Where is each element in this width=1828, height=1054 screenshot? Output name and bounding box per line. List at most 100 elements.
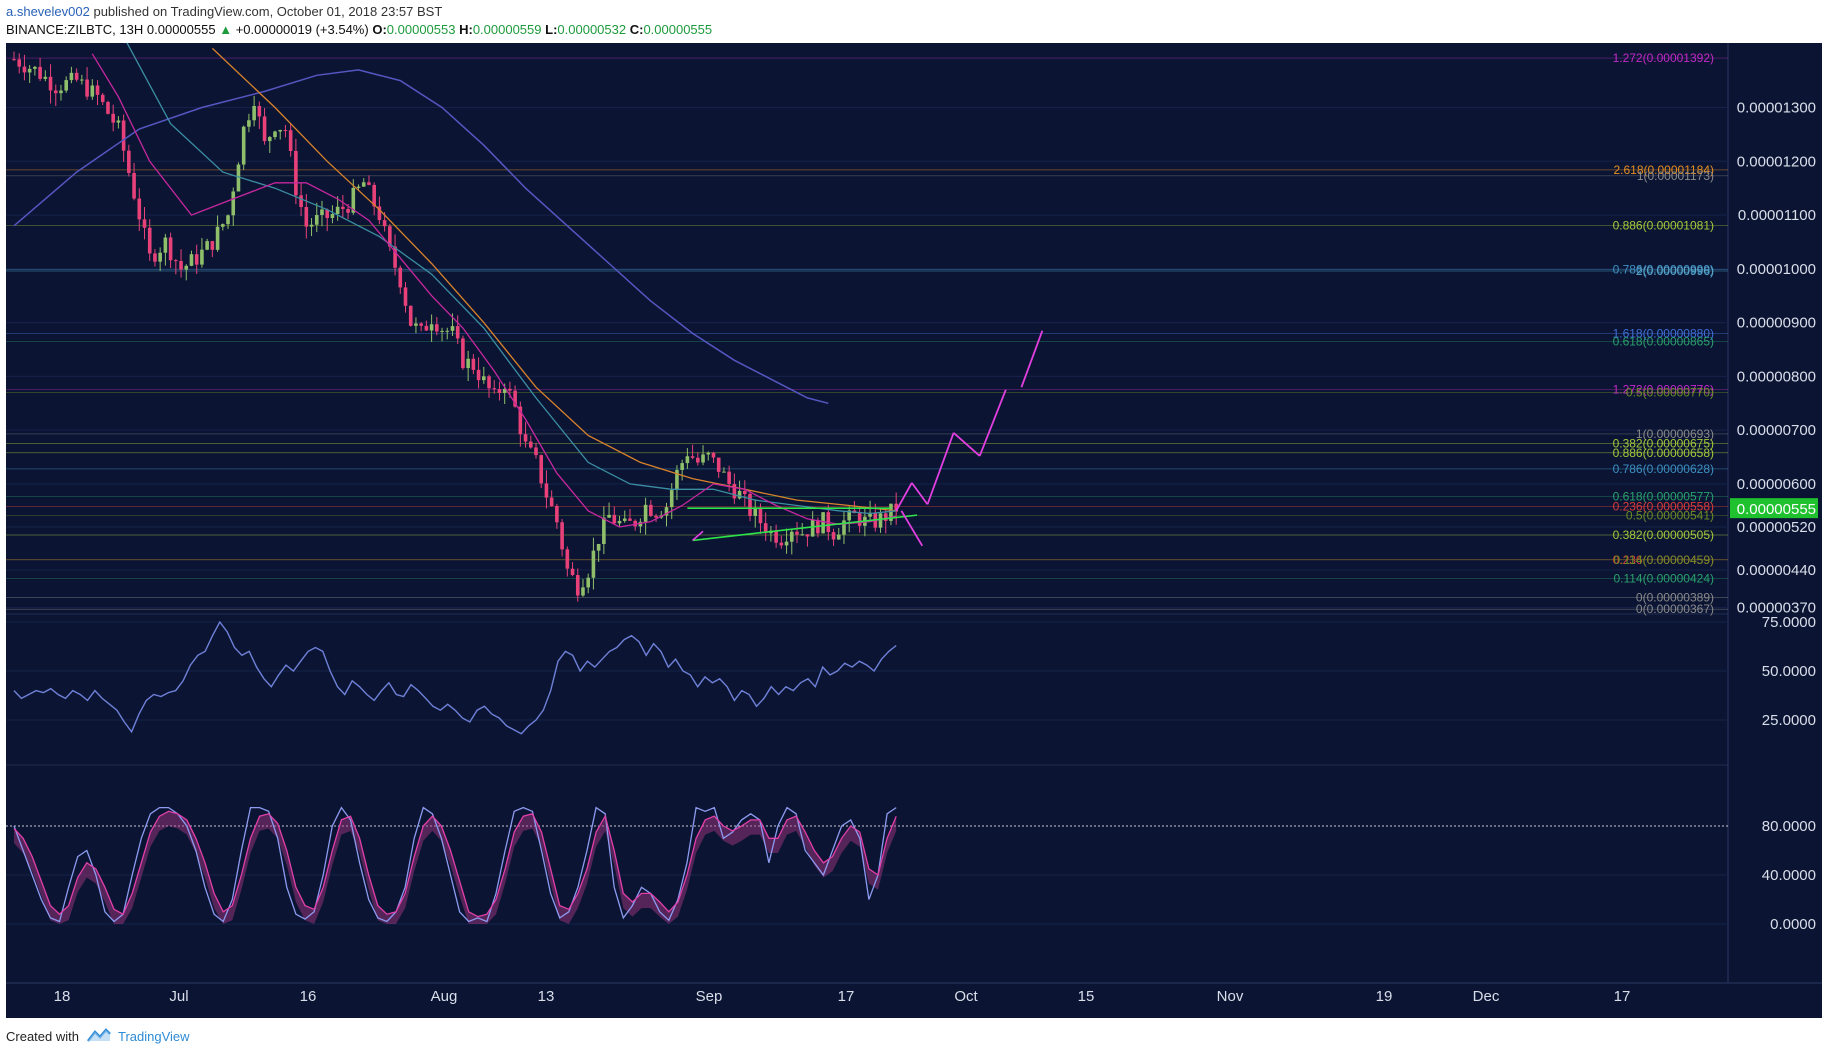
candle-body <box>424 325 429 331</box>
candle-body <box>95 85 100 95</box>
chart-area[interactable]: 1.272(0.00001392) 2.618(0.00001184) 1(0.00… <box>6 43 1822 1018</box>
candle-body <box>779 542 784 546</box>
candle-body <box>602 517 606 544</box>
low-value: 0.00000532 <box>557 22 627 37</box>
candle-body <box>565 549 570 569</box>
projection-segment <box>953 432 981 457</box>
published-text: published on TradingView.com, October 01… <box>93 4 443 19</box>
candle-body <box>283 130 288 132</box>
candle-body <box>69 72 74 81</box>
candle-body <box>591 550 596 578</box>
fib-level-label: 0.382(0.00000505) <box>1613 528 1714 542</box>
ma-teal-line <box>126 43 897 515</box>
time-tick-label: Sep <box>696 988 723 1005</box>
candle-body <box>732 484 737 499</box>
candle-body <box>675 469 679 491</box>
fib-level-label: 0(0.00000389) <box>1636 590 1714 604</box>
candle-body <box>622 518 627 521</box>
candle-body <box>48 76 53 91</box>
candle-body <box>158 252 162 262</box>
candle-body <box>74 72 79 80</box>
price-tick-label: 0.00000440 <box>1737 562 1816 579</box>
publish-line: a.shevelev002 published on TradingView.c… <box>6 4 442 19</box>
candle-body <box>706 452 711 455</box>
candle-body <box>649 504 653 516</box>
candle-body <box>121 120 126 151</box>
candle-body <box>194 254 199 265</box>
time-tick-label: 16 <box>300 988 317 1005</box>
price-tick-label: 0.00001200 <box>1737 153 1816 170</box>
time-tick-label: Oct <box>954 988 978 1005</box>
candle-body <box>314 215 319 225</box>
ma-fast-line <box>14 75 896 575</box>
candle-body <box>356 186 361 188</box>
last-price-badge <box>1730 498 1818 519</box>
candle-body <box>179 260 183 270</box>
candle-body <box>508 388 512 391</box>
stoch-d-line <box>13 810 897 918</box>
open-value: 0.00000553 <box>386 22 456 37</box>
projection-segment <box>911 482 929 505</box>
projection-down-segment <box>692 530 704 542</box>
projection-segment <box>926 432 955 505</box>
candle-body <box>617 520 622 524</box>
candle-body <box>889 503 893 521</box>
tradingview-brand-link[interactable]: TradingView <box>118 1029 190 1044</box>
time-tick-label: 17 <box>838 988 855 1005</box>
candle-body <box>262 116 267 142</box>
candle-body <box>513 390 517 407</box>
candle-body <box>278 130 283 132</box>
candle-body <box>555 505 559 523</box>
candle-body <box>205 241 209 250</box>
candle-body <box>763 523 768 534</box>
fib-level-label: 0.786(0.00000628) <box>1613 462 1714 476</box>
candle-body <box>711 452 716 458</box>
last-price-text: 0.00000555 <box>146 22 216 37</box>
candle-body <box>304 207 309 227</box>
candle-body <box>435 324 439 332</box>
candle-body <box>701 454 705 463</box>
candle-body <box>252 106 256 121</box>
candle-body <box>805 534 810 537</box>
candle-body <box>64 80 68 91</box>
candle-body <box>523 434 528 442</box>
candle-body <box>878 513 883 528</box>
author-link[interactable]: a.shevelev002 <box>6 4 90 19</box>
last-price-label: 0.00000555 <box>1737 501 1816 518</box>
candle-body <box>221 224 225 227</box>
candle-body <box>12 59 16 61</box>
candle-body <box>38 66 42 79</box>
candle-body <box>361 182 366 187</box>
candle-body <box>581 587 585 596</box>
candle-body <box>273 131 277 138</box>
candle-body <box>696 457 700 463</box>
candle-body <box>586 577 590 588</box>
time-tick-label: Nov <box>1217 988 1244 1005</box>
candle-body <box>716 457 721 472</box>
candle-body <box>137 198 142 220</box>
candle-body <box>335 206 340 215</box>
candle-body <box>737 490 742 499</box>
price-tick-label: 0.00001300 <box>1737 100 1816 117</box>
candle-body <box>309 224 314 227</box>
candle-body <box>168 237 173 261</box>
candle-body <box>821 512 825 534</box>
fib-level-label: 0.886(0.00001081) <box>1613 218 1714 232</box>
ma-magenta-line <box>91 53 897 528</box>
candle-body <box>544 483 549 498</box>
ma-orange-line <box>211 47 897 512</box>
candle-body <box>455 326 460 339</box>
candle-body <box>450 326 455 331</box>
candle-body <box>288 130 293 151</box>
candle-body <box>236 164 241 192</box>
candle-body <box>795 531 799 535</box>
candle-body <box>492 388 497 390</box>
fib-level-label: 0.114(0.00000424) <box>1613 572 1714 586</box>
stoch-tick-label: 80.0000 <box>1762 818 1816 835</box>
candle-body <box>184 265 189 270</box>
candle-body <box>325 209 329 218</box>
fib-level-label: 0.114(0.00000459) <box>1613 553 1714 567</box>
candle-body <box>847 510 851 521</box>
symbol-label: BINANCE:ZILBTC, 13H <box>6 22 144 37</box>
chart-svg[interactable]: 1.272(0.00001392)2.618(0.00001184)1(0.00… <box>6 43 1822 1018</box>
